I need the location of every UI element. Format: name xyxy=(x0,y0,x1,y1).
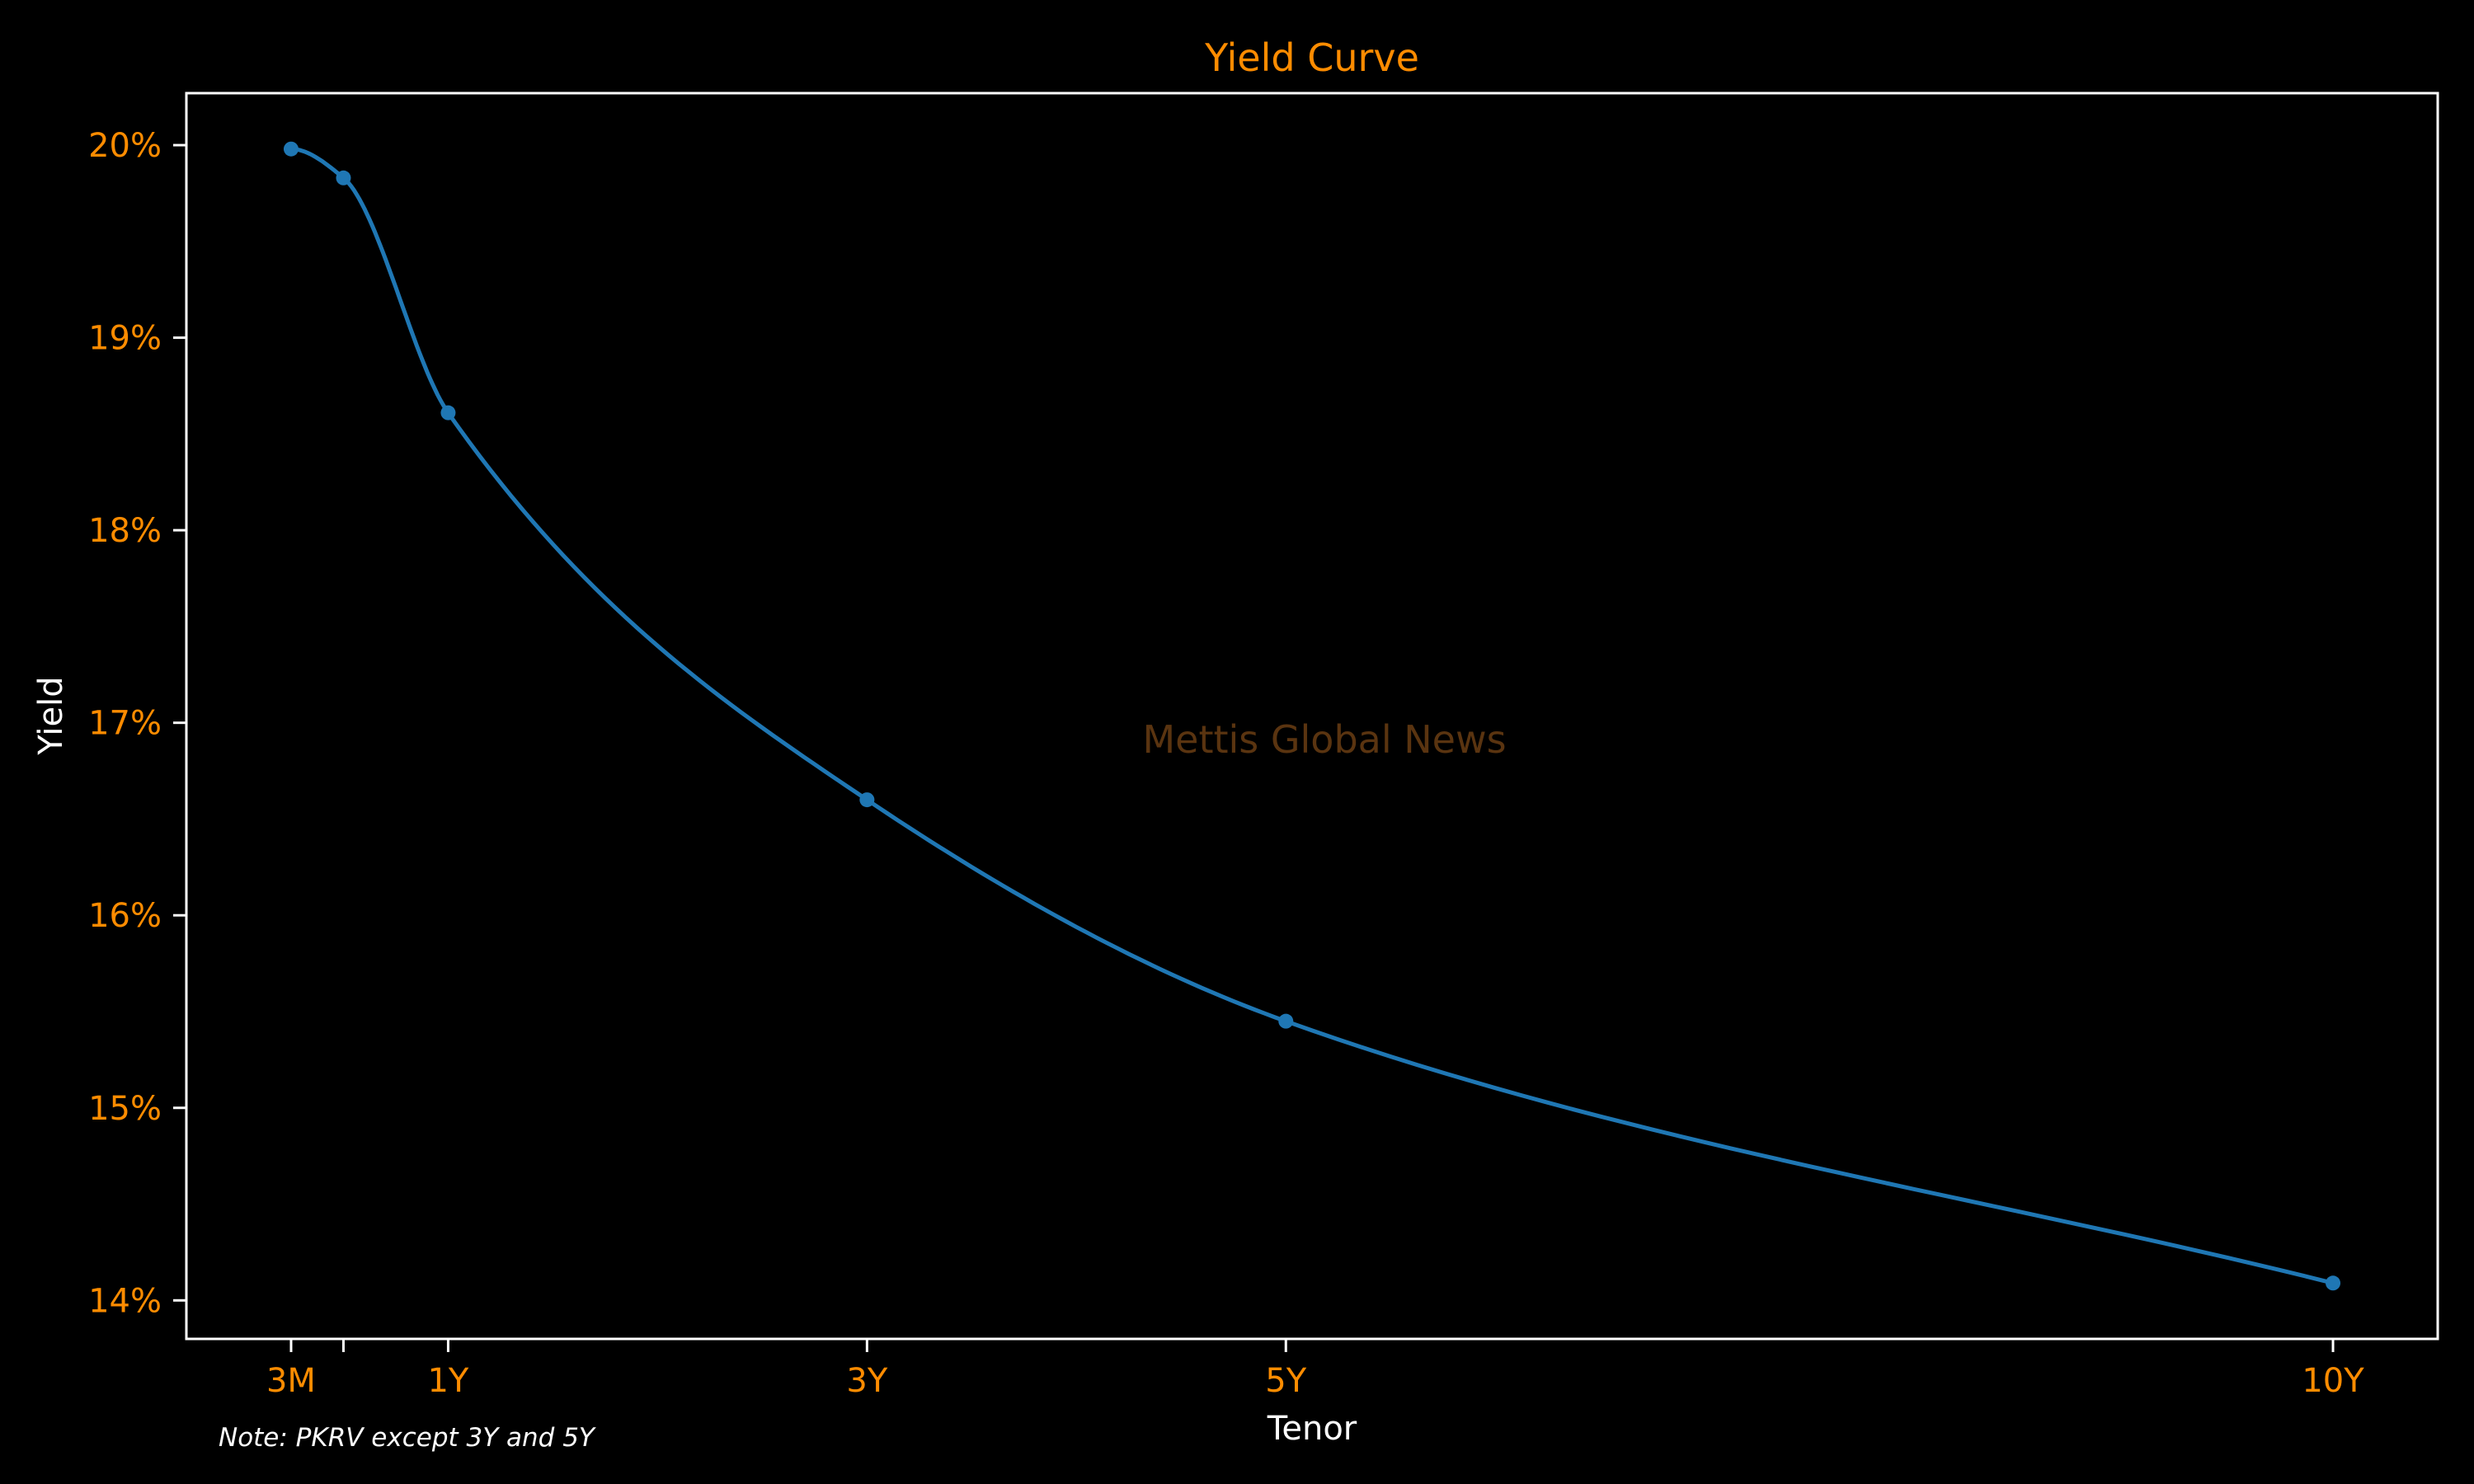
chart-title: Yield Curve xyxy=(1204,35,1419,80)
x-tick-label: 5Y xyxy=(1265,1362,1306,1400)
x-axis-label: Tenor xyxy=(1267,1410,1357,1448)
x-tick-label: 3Y xyxy=(846,1362,887,1400)
y-tick-label: 15% xyxy=(88,1090,162,1128)
y-tick-label: 17% xyxy=(88,705,162,743)
data-point-3y xyxy=(859,792,875,808)
y-axis-label: Yield xyxy=(32,676,70,755)
series-line-yield xyxy=(289,147,2335,1285)
y-tick-label: 14% xyxy=(88,1282,162,1320)
data-point-1y xyxy=(440,405,456,420)
watermark: Mettis Global News xyxy=(1142,717,1506,762)
y-tick-label: 20% xyxy=(88,127,162,165)
footnote: Note: PKRV except 3Y and 5Y xyxy=(219,1423,596,1453)
x-tick-label: 10Y xyxy=(2302,1362,2364,1400)
x-axis: 3M 1Y 3Y 5Y 10Y xyxy=(266,1339,2364,1400)
data-point-3m xyxy=(283,141,299,157)
series-points xyxy=(283,141,2341,1291)
plot-frame xyxy=(185,92,2439,1341)
x-tick-label: 1Y xyxy=(427,1362,468,1400)
x-tick-label: 3M xyxy=(266,1362,316,1400)
y-tick-label: 18% xyxy=(88,512,162,550)
y-tick-label: 19% xyxy=(88,320,162,358)
y-axis: 14% 15% 16% 17% 18% 19% 20% xyxy=(88,127,186,1320)
data-point-5y xyxy=(1278,1013,1294,1029)
y-tick-label: 16% xyxy=(88,897,162,935)
data-point-10y xyxy=(2326,1275,2341,1291)
data-point-6m xyxy=(336,170,351,186)
